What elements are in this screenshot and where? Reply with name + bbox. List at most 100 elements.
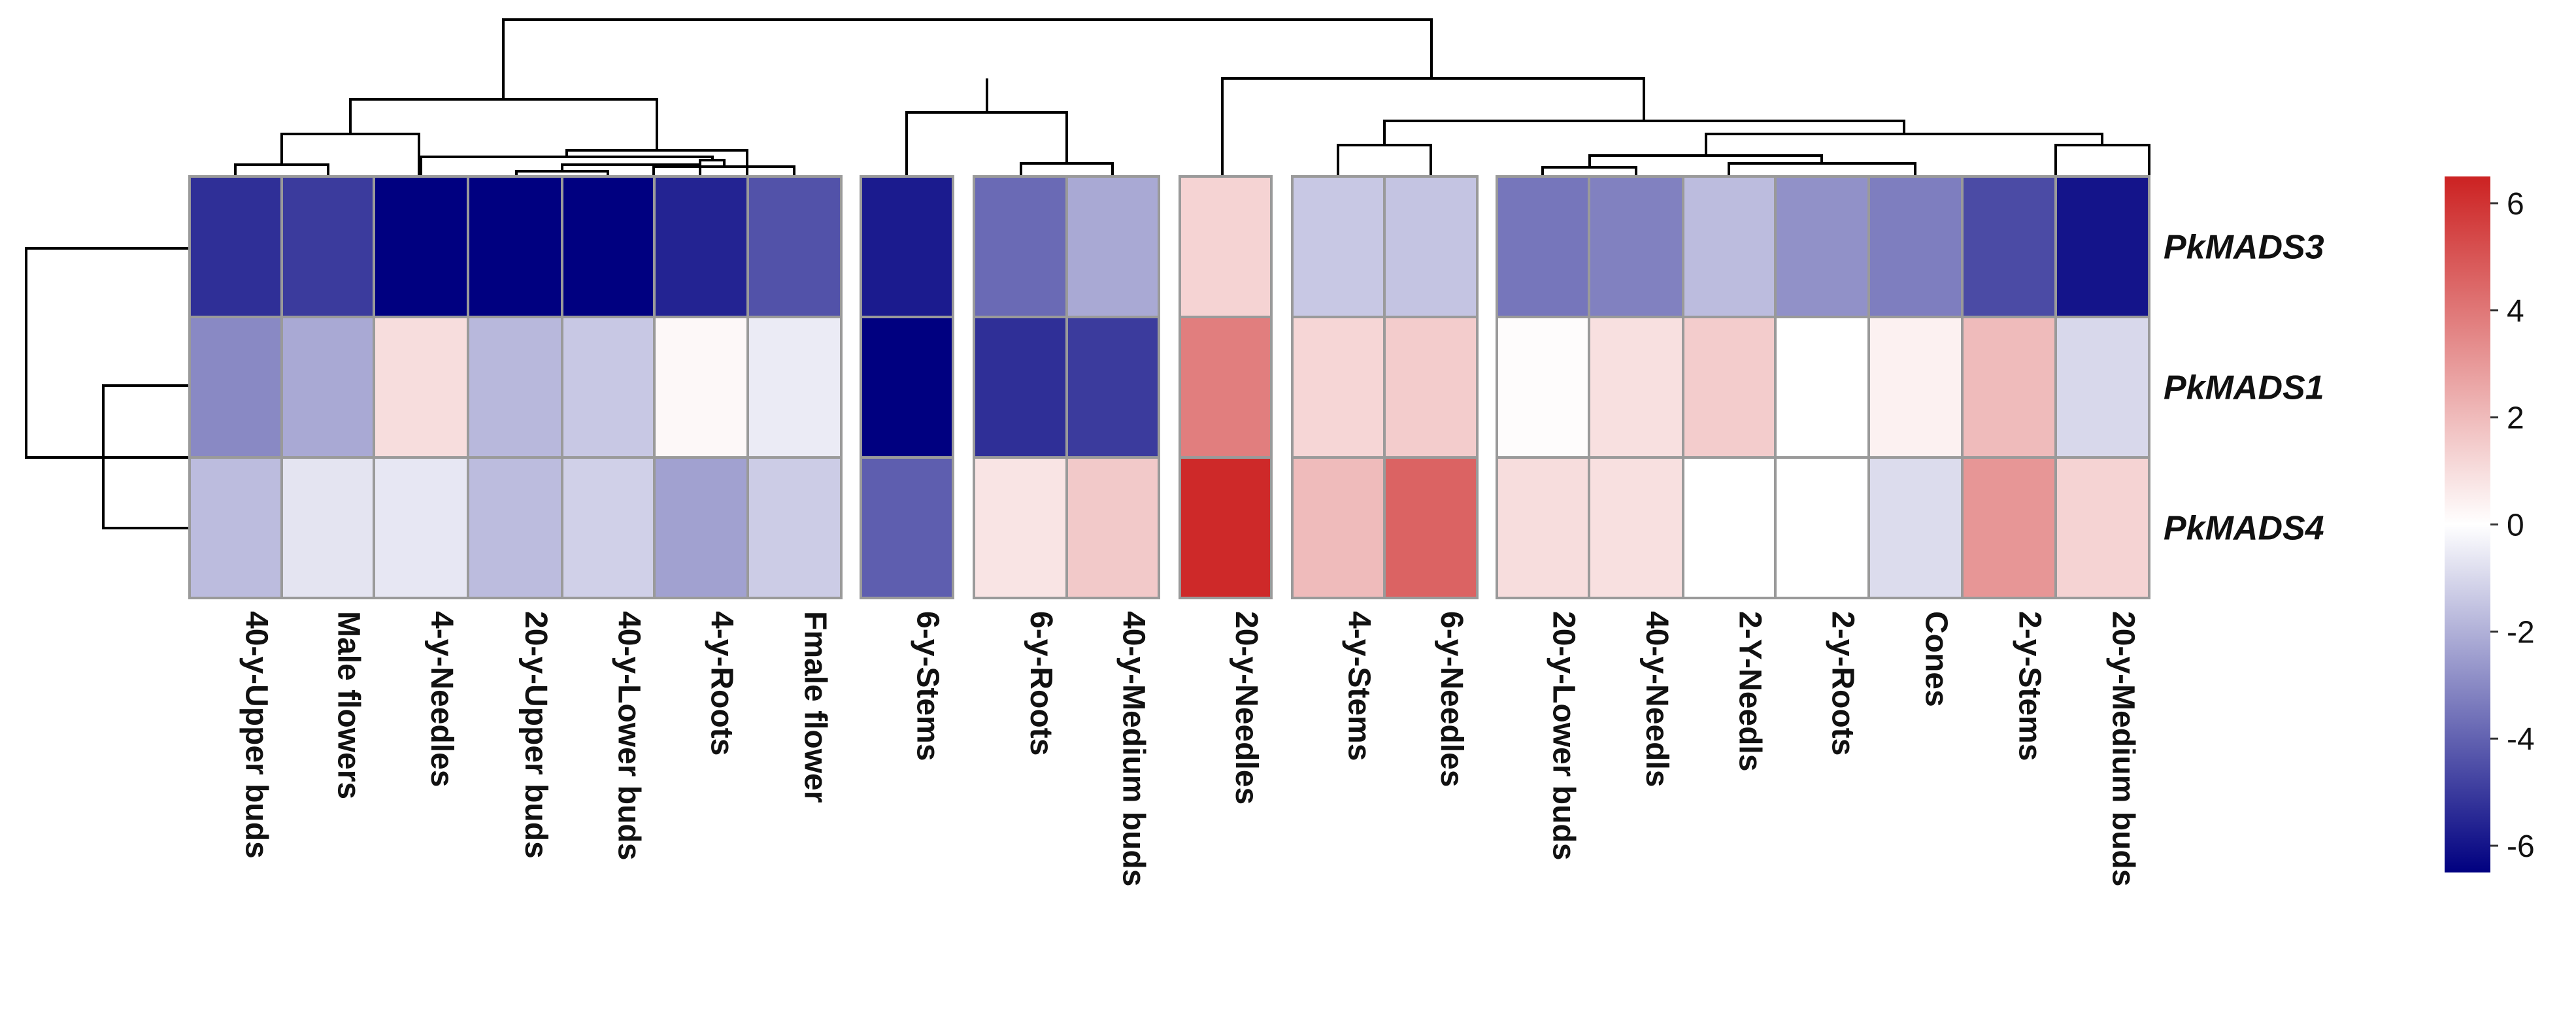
- heatmap-cell: [1496, 456, 1590, 599]
- heatmap-cell: [1588, 456, 1684, 599]
- row-label: PkMADS4: [2164, 510, 2324, 548]
- heatmap-cell: [860, 175, 954, 318]
- heatmap-cell: [561, 175, 656, 318]
- heatmap-cell: [1383, 316, 1479, 459]
- heatmap-cell: [188, 175, 283, 318]
- heatmap-cell: [373, 316, 469, 459]
- column-dendrogram-branch: [2054, 144, 2150, 176]
- heatmap-cell: [653, 456, 749, 599]
- row-dendrogram-branch: [102, 384, 190, 529]
- column-label: Fmale flower: [798, 611, 833, 803]
- heatmap-cell: [746, 456, 843, 599]
- column-dendrogram-branch: [1337, 144, 1432, 176]
- column-label: 20-y-Lower buds: [1547, 611, 1581, 860]
- heatmap-cell: [280, 175, 375, 318]
- column-label: 40-y-Upper buds: [239, 611, 274, 859]
- heatmap-cell: [1588, 175, 1684, 318]
- colorbar-tick-label: -2: [2507, 615, 2535, 650]
- row-dendrogram-branch: [25, 247, 190, 459]
- column-dendrogram-branch: [561, 163, 701, 176]
- heatmap-cell: [1291, 175, 1386, 318]
- heatmap-cell: [653, 175, 749, 318]
- heatmap-cell: [860, 316, 954, 459]
- column-label: 6-y-Stems: [911, 611, 945, 761]
- row-label: PkMADS3: [2164, 229, 2324, 267]
- column-label: 40-y-Medium buds: [1116, 611, 1151, 886]
- heatmap-cell: [860, 456, 954, 599]
- column-dendrogram-branch: [280, 133, 420, 176]
- column-dendrogram-branch: [1020, 162, 1114, 176]
- column-label: 2-Y-Needls: [1733, 611, 1767, 771]
- heatmap-cell: [2054, 175, 2150, 318]
- heatmap-cell: [561, 316, 656, 459]
- column-label: 4-y-Roots: [705, 611, 739, 756]
- heatmap-cell: [373, 175, 469, 318]
- column-dendrogram-branch: [502, 18, 1433, 99]
- heatmap-cell: [1961, 316, 2057, 459]
- column-dendrogram: [234, 18, 2150, 176]
- heatmap-cell: [1065, 456, 1160, 599]
- heatmap-cell: [1496, 316, 1590, 459]
- row-labels: PkMADS3 PkMADS1 PkMADS4: [2164, 229, 2324, 548]
- column-label: 20-y-Medium buds: [2106, 611, 2141, 886]
- column-dendrogram-branch: [1541, 166, 1637, 176]
- colorbar-gradient: [2445, 176, 2490, 872]
- column-dendrogram-branch: [1588, 154, 1823, 167]
- heatmap-cell: [1179, 316, 1273, 459]
- heatmap-cell: [1496, 175, 1590, 318]
- colorbar-tick-label: -6: [2507, 829, 2535, 864]
- heatmap-cell: [280, 316, 375, 459]
- row-label: PkMADS1: [2164, 369, 2324, 407]
- column-label: 6-y-Roots: [1024, 611, 1058, 756]
- heatmap-cell: [1065, 175, 1160, 318]
- heatmap-cell: [746, 316, 843, 459]
- heatmap-cell: [2054, 316, 2150, 459]
- heatmap-cells: [188, 175, 2150, 599]
- heatmap-cell: [188, 456, 283, 599]
- heatmap-cell: [373, 456, 469, 599]
- colorbar-tick-label: -4: [2507, 722, 2535, 757]
- column-labels: 40-y-Upper buds Male flowers 4-y-Needles 20…: [239, 611, 2141, 886]
- heatmap-cell: [1291, 316, 1386, 459]
- heatmap-cell: [188, 316, 283, 459]
- colorbar: 6 4 2 0 -2 -4 -6: [2445, 176, 2535, 872]
- heatmap-cell: [280, 456, 375, 599]
- column-dendrogram-branch: [1728, 162, 1916, 176]
- column-label: 2-y-Roots: [1826, 611, 1860, 756]
- heatmap-cell: [2054, 456, 2150, 599]
- heatmap-cell: [1588, 316, 1684, 459]
- colorbar-tick-label: 2: [2507, 401, 2524, 436]
- column-dendrogram-branch: [234, 163, 329, 176]
- heatmap-cell: [1179, 456, 1273, 599]
- heatmap-cell: [1383, 456, 1479, 599]
- heatmap-cell: [1682, 175, 1777, 318]
- column-label: 40-y-Lower buds: [612, 611, 646, 860]
- column-label: 20-y-Upper buds: [518, 611, 553, 859]
- heatmap-cell: [1682, 456, 1777, 599]
- heatmap-cell: [1867, 316, 1964, 459]
- heatmap-cell: [1774, 316, 1870, 459]
- column-label: 20-y-Needles: [1229, 611, 1263, 805]
- heatmap-cell: [1961, 456, 2057, 599]
- colorbar-tick-label: 0: [2507, 508, 2524, 543]
- heatmap-cell: [1291, 456, 1386, 599]
- heatmap-cell: [467, 316, 563, 459]
- heatmap-cell: [1383, 175, 1479, 318]
- heatmap-cell: [973, 456, 1068, 599]
- column-label: Male flowers: [331, 611, 366, 799]
- column-label: 2-y-Stems: [2013, 611, 2047, 761]
- heatmap-cell: [973, 175, 1068, 318]
- heatmap-cell: [1961, 175, 2057, 318]
- row-dendrogram: [25, 247, 190, 529]
- heatmap-cell: [746, 175, 843, 318]
- column-label: 40-y-Needls: [1639, 611, 1674, 787]
- column-dendrogram-branch: [905, 111, 1068, 176]
- column-label: 6-y-Needles: [1434, 611, 1469, 787]
- heatmap-cell: [1774, 175, 1870, 318]
- heatmap-cell: [1774, 456, 1870, 599]
- column-dendrogram-branch: [1221, 77, 1645, 176]
- heatmap-cell: [973, 316, 1068, 459]
- column-label: 4-y-Stems: [1342, 611, 1377, 761]
- column-label: Cones: [1919, 611, 1954, 707]
